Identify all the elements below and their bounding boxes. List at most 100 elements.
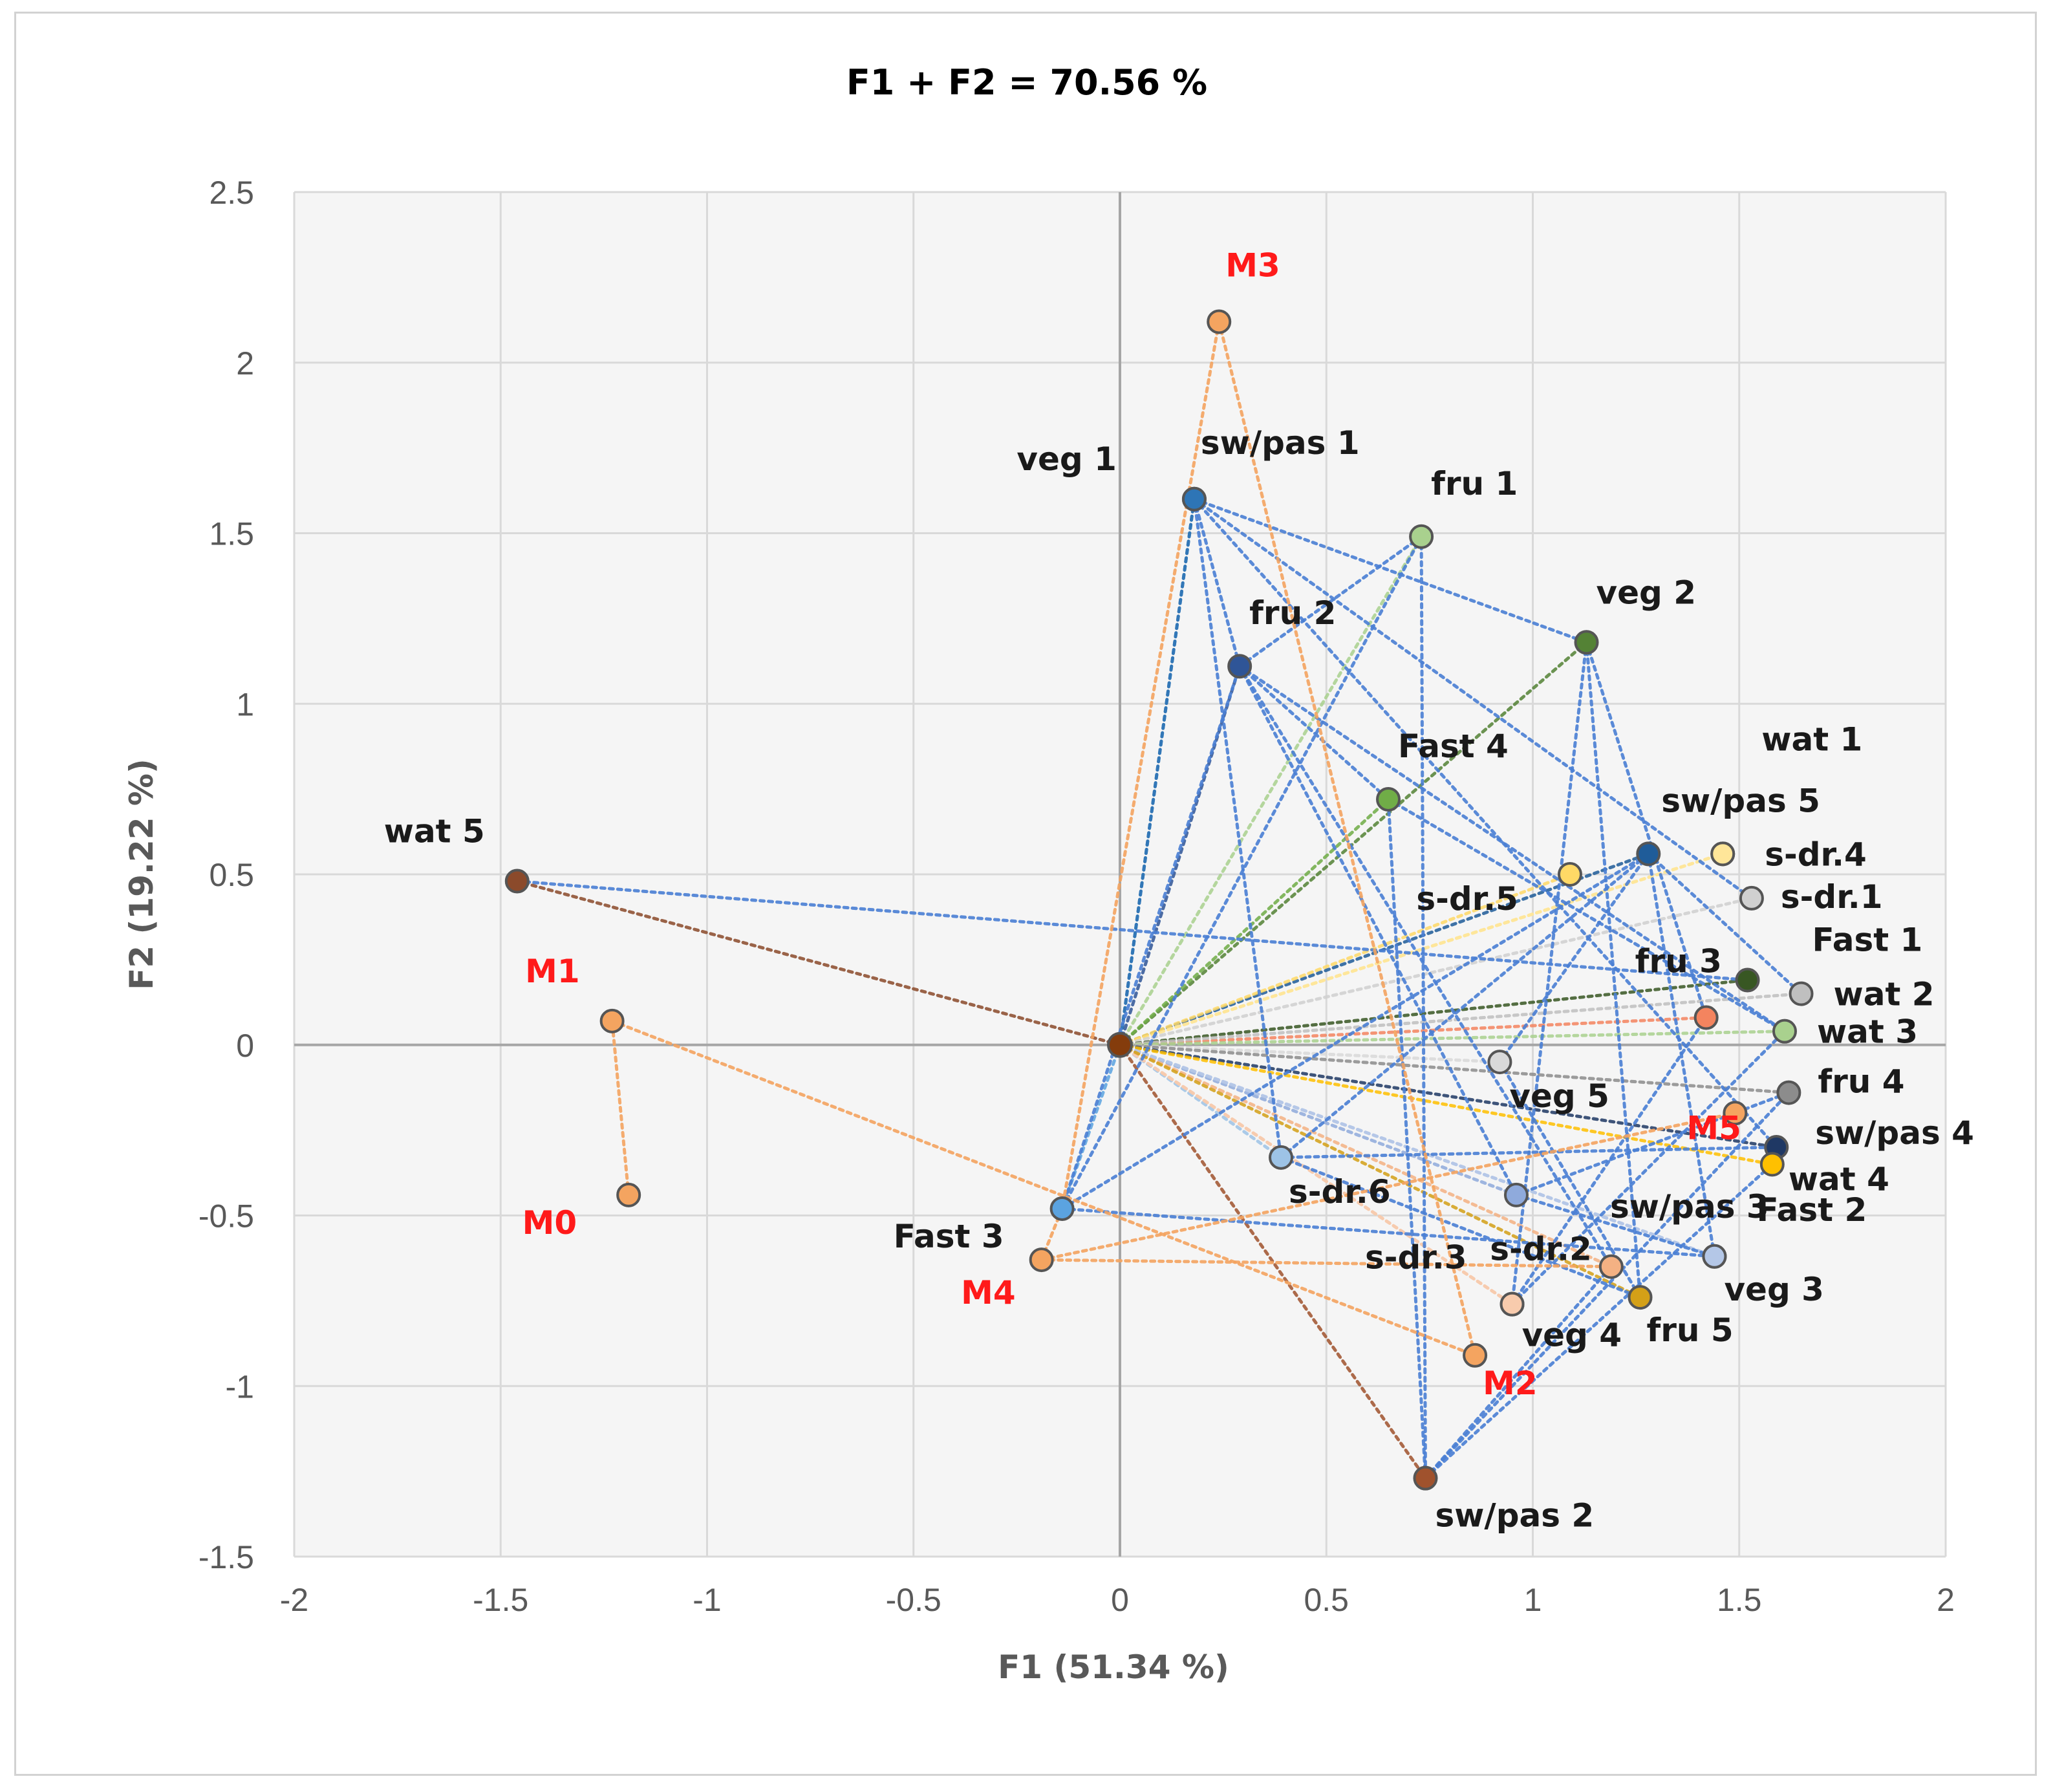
origin-ray <box>1118 497 1196 1047</box>
data-point <box>1702 1244 1727 1269</box>
origin-ray <box>1118 640 1589 1047</box>
y-tick-label: -1 <box>226 1368 254 1405</box>
point-label: s-dr.1 <box>1781 878 1883 916</box>
link-line <box>1060 664 1241 1211</box>
point-label: Fast 1 <box>1812 922 1923 959</box>
origin-ray <box>1118 852 1725 1047</box>
link-line <box>1192 497 1241 668</box>
point-label: s-dr.4 <box>1765 836 1867 873</box>
origin-ray <box>1118 1043 1716 1258</box>
y-tick-label: -0.5 <box>199 1198 254 1235</box>
data-point <box>1557 862 1582 887</box>
point-label: M0 <box>522 1204 577 1242</box>
link-line <box>1279 1145 1778 1160</box>
m-link-line <box>1040 1258 1613 1269</box>
point-label: M2 <box>1483 1365 1538 1402</box>
point-label: veg 1 <box>1016 440 1117 478</box>
x-tick-label: -2 <box>280 1582 308 1618</box>
origin-ray <box>1118 1043 1501 1064</box>
data-point <box>1628 1285 1653 1310</box>
link-line <box>1279 1156 1642 1299</box>
point-label: sw/pas 2 <box>1435 1497 1594 1535</box>
point-label: s-dr.3 <box>1365 1239 1467 1277</box>
origin-ray <box>1118 1043 1778 1149</box>
data-points <box>504 309 1814 1491</box>
y-tick-label: 2.5 <box>209 175 254 211</box>
data-point <box>1463 1343 1488 1368</box>
link-line <box>1060 535 1423 1211</box>
x-tick-label: -1.5 <box>473 1582 528 1618</box>
point-label: wat 3 <box>1817 1013 1918 1051</box>
origin-ray <box>1118 1016 1708 1047</box>
origin-ray <box>1118 1043 1774 1166</box>
origin-ray <box>1118 1043 1514 1306</box>
link-line <box>1238 664 1390 801</box>
link-line <box>1060 1207 1716 1258</box>
data-point <box>1759 1152 1785 1177</box>
y-axis-label: F2 (19.22 %) <box>123 759 160 990</box>
origin-ray <box>1118 872 1572 1047</box>
link-line <box>1423 1091 1790 1480</box>
link-line <box>1192 497 1754 900</box>
link-line <box>1192 497 1283 1160</box>
m-link-line <box>1060 319 1221 1211</box>
origin-ray <box>1118 1043 1790 1095</box>
point-label: veg 3 <box>1724 1271 1824 1308</box>
y-tick-label: 0.5 <box>209 857 254 893</box>
origin-ray <box>1118 1043 1642 1299</box>
data-point <box>1693 1005 1719 1030</box>
data-point <box>1723 1101 1748 1126</box>
point-label: Fast 3 <box>894 1218 1004 1255</box>
origin-ray <box>1118 535 1423 1047</box>
point-label: s-dr.5 <box>1416 880 1518 918</box>
origin-ray <box>1118 896 1754 1047</box>
point-label: sw/pas 4 <box>1815 1114 1974 1152</box>
m-link-line <box>1040 1111 1737 1262</box>
point-label: veg 2 <box>1596 574 1697 611</box>
data-point <box>1227 654 1252 679</box>
link-line <box>1279 852 1650 1160</box>
x-tick-label: 1.5 <box>1717 1582 1762 1618</box>
point-label: s-dr.2 <box>1490 1231 1592 1268</box>
point-label: sw/pas 5 <box>1661 782 1820 819</box>
point-label: wat 2 <box>1834 976 1935 1013</box>
data-point <box>599 1008 625 1033</box>
y-tick-label: -1.5 <box>199 1539 254 1575</box>
data-point <box>1772 1019 1797 1044</box>
link-line <box>1514 1193 1716 1258</box>
y-tick-label: 0 <box>236 1028 254 1064</box>
link-line <box>1192 497 1589 644</box>
point-label: wat 4 <box>1789 1160 1889 1198</box>
link-line <box>1238 664 1613 1269</box>
data-point <box>1376 786 1401 812</box>
point-label: veg 4 <box>1522 1317 1622 1354</box>
link-line <box>1510 1016 1708 1306</box>
data-point <box>1269 1145 1294 1170</box>
data-point <box>1409 524 1434 549</box>
x-tick-label: 1 <box>1524 1582 1542 1618</box>
point-label: fru 2 <box>1249 594 1336 632</box>
data-point <box>1574 630 1599 655</box>
data-point <box>1735 967 1760 993</box>
data-point <box>1499 1291 1525 1317</box>
data-point <box>1636 841 1661 867</box>
point-label: s-dr.6 <box>1289 1173 1391 1211</box>
data-point <box>1207 309 1232 334</box>
link-line <box>1238 664 1787 1033</box>
y-tick-label: 1.5 <box>209 516 254 552</box>
point-label: M3 <box>1225 246 1280 284</box>
x-tick-label: -0.5 <box>886 1582 941 1618</box>
y-tick-label: 1 <box>236 686 254 722</box>
m-link-line <box>610 1019 1477 1357</box>
point-label: Fast 2 <box>1756 1191 1867 1229</box>
chart-title: F1 + F2 = 70.56 % <box>846 62 1207 103</box>
point-label: M4 <box>961 1274 1016 1312</box>
origin-ray <box>1118 797 1390 1047</box>
data-point <box>1776 1080 1801 1105</box>
point-labels: M0 M1 M2 M3 M4 M5 wat 5 veg 1 sw/pas 1 fru 1 fru 2… <box>384 246 1974 1534</box>
point-label: sw/pas 1 <box>1201 424 1360 462</box>
point-label: M5 <box>1686 1109 1741 1147</box>
data-point <box>1739 885 1764 911</box>
link-line <box>1423 1265 1613 1480</box>
data-point <box>504 869 530 894</box>
